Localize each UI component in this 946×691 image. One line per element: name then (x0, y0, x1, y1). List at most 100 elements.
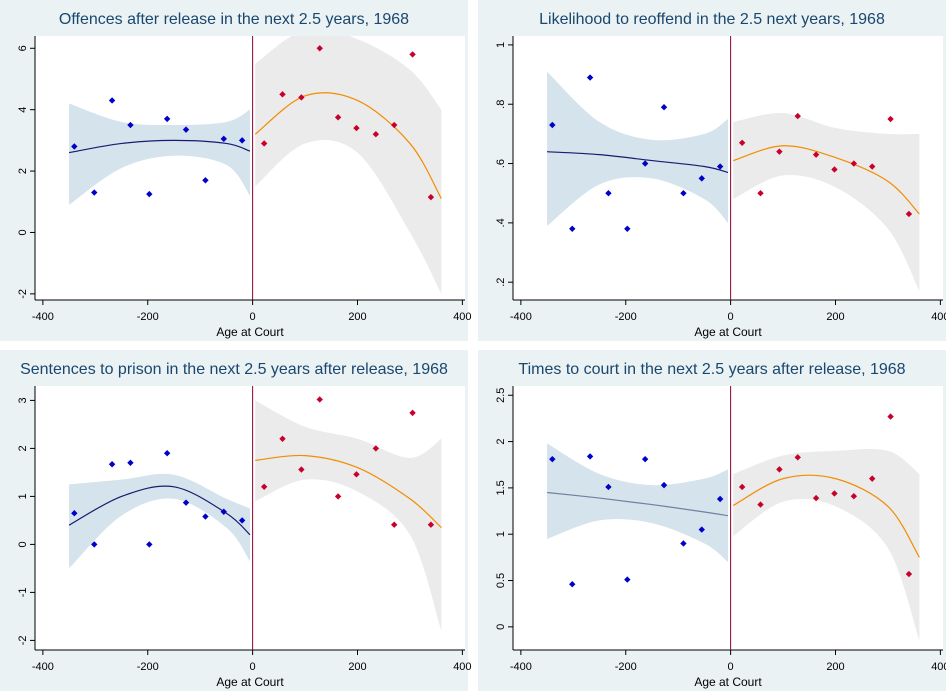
fit-line (68, 485, 251, 536)
x-axis-label: Age at Court (216, 675, 284, 689)
x-tick-label: -400 (32, 311, 54, 323)
plot-content (68, 36, 442, 300)
data-point (353, 471, 360, 478)
panel: Offences after release in the next 2.5 y… (0, 0, 472, 341)
data-point (220, 508, 227, 515)
data-point (334, 493, 342, 500)
confidence-band (69, 473, 251, 569)
data-point (316, 396, 323, 403)
y-tick-label: 1 (495, 531, 507, 537)
x-tick-label: -200 (615, 661, 637, 673)
data-point (372, 131, 380, 138)
data-point (71, 510, 78, 517)
data-point (182, 499, 190, 506)
data-point (757, 501, 764, 508)
y-tick-label: 0 (17, 229, 29, 235)
data-point (812, 494, 820, 502)
y-tick-label: .2 (495, 278, 507, 287)
data-point (238, 137, 246, 144)
data-point (641, 455, 649, 463)
x-tick-label: 400 (931, 661, 946, 673)
confidence-band (547, 71, 728, 226)
y-tick-label: 0.5 (495, 573, 507, 588)
x-axis-label: Age at Court (694, 675, 762, 689)
data-point (91, 189, 98, 196)
panel: Likelihood to reoffend in the 2.5 next y… (478, 0, 946, 341)
confidence-band (733, 448, 920, 641)
x-axis-label: Age at Court (694, 325, 762, 339)
data-point (887, 413, 894, 420)
x-tick-label: -400 (510, 661, 532, 673)
y-tick-label: 6 (17, 45, 29, 51)
confidence-band (69, 103, 251, 205)
y-tick-label: 2 (495, 439, 507, 445)
x-tick-label: -400 (510, 311, 532, 323)
y-tick-label: 2.5 (495, 388, 507, 403)
data-point (738, 483, 746, 491)
panel: Sentences to prison in the next 2.5 year… (0, 350, 472, 691)
y-tick-label: -2 (17, 289, 29, 299)
data-point (279, 91, 286, 98)
fit-line (254, 92, 442, 199)
data-point (391, 121, 398, 129)
data-point (569, 581, 576, 588)
data-point (163, 450, 171, 457)
data-point (279, 435, 286, 442)
fit-line (68, 139, 251, 154)
x-tick-label: 0 (728, 311, 734, 323)
y-tick-label: .4 (495, 218, 507, 227)
data-point (71, 143, 78, 150)
y-tick-label: 2 (17, 445, 29, 451)
x-tick-label: 200 (348, 661, 366, 673)
chart-title: Times to court in the next 2.5 years aft… (518, 361, 905, 378)
data-point (146, 190, 153, 198)
plot-content (68, 386, 442, 650)
data-point (260, 140, 268, 147)
y-tick-label: 1 (17, 493, 29, 499)
x-tick-label: 400 (931, 311, 946, 323)
y-tick-label: 0 (17, 541, 29, 547)
chart-title: Likelihood to reoffend in the 2.5 next y… (539, 11, 885, 28)
chart-title: Sentences to prison in the next 2.5 year… (20, 361, 448, 378)
plot-content (547, 386, 920, 650)
x-tick-label: 200 (826, 661, 844, 673)
y-tick-label: 2 (17, 168, 29, 174)
y-tick-label: 3 (17, 397, 29, 403)
confidence-band (733, 113, 920, 292)
plot-content (547, 36, 920, 300)
data-point (202, 177, 209, 184)
data-point (127, 459, 134, 466)
data-point (738, 139, 746, 146)
data-point (260, 483, 268, 490)
y-tick-label: .6 (495, 159, 507, 168)
data-point (108, 461, 116, 468)
data-point (427, 193, 435, 201)
data-point (757, 190, 764, 197)
data-point (182, 126, 190, 133)
data-point (220, 135, 227, 143)
data-point (569, 225, 576, 233)
data-point (163, 115, 171, 123)
fit-line (733, 145, 920, 215)
x-tick-label: 400 (453, 311, 471, 323)
data-point (905, 570, 913, 578)
fit-line (255, 454, 442, 529)
data-point (850, 160, 858, 167)
data-point (409, 409, 416, 417)
y-tick-label: 4 (17, 107, 29, 113)
x-tick-label: 200 (348, 311, 366, 323)
x-tick-label: 400 (453, 661, 471, 673)
data-point (108, 97, 116, 104)
data-point (298, 94, 305, 101)
fit-line (547, 151, 729, 174)
confidence-band (255, 36, 442, 294)
y-tick-label: -1 (17, 588, 29, 598)
data-point (716, 163, 724, 170)
x-tick-label: -200 (137, 311, 159, 323)
fit-line (547, 491, 729, 517)
confidence-band (255, 400, 442, 631)
data-point (776, 148, 783, 155)
data-point (776, 466, 783, 473)
